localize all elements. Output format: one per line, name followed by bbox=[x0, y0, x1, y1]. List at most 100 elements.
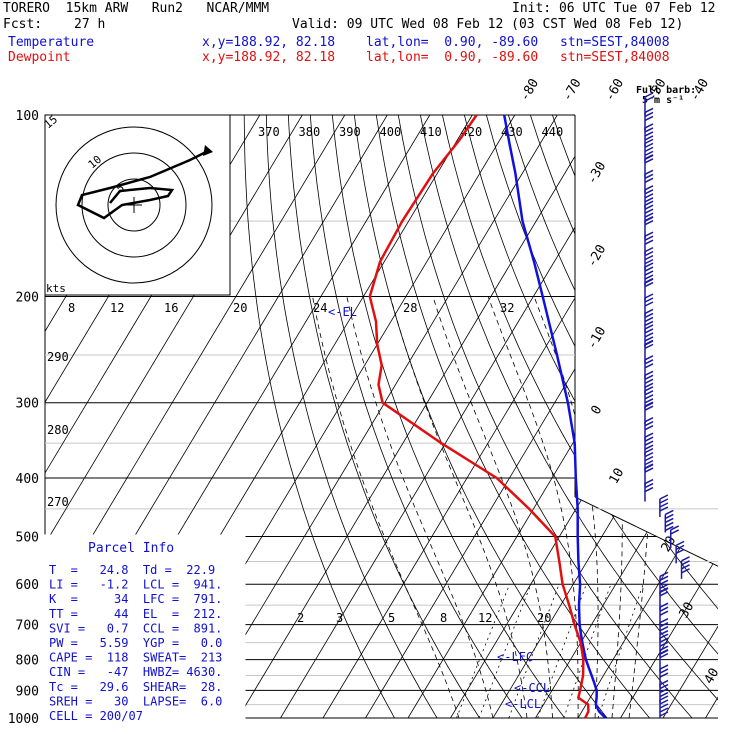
isotherm bbox=[450, 115, 718, 718]
mixing-ratio-line bbox=[537, 584, 587, 718]
dry-adiabat bbox=[353, 115, 608, 718]
hodograph-ring bbox=[55, 126, 213, 284]
moist-adiabat bbox=[390, 296, 528, 718]
wind-barb bbox=[644, 478, 654, 502]
mixing-ratio-label: 2 bbox=[297, 611, 304, 625]
isotherm-label: -30 bbox=[585, 159, 610, 187]
parcel-info-row: CIN = -47 HWBZ= 4630. bbox=[49, 665, 222, 679]
pressure-tick-label: 300 bbox=[16, 397, 39, 412]
moist-adiabat bbox=[312, 296, 460, 718]
parcel-info-title: Parcel Info bbox=[88, 541, 174, 556]
moist-adiabat bbox=[487, 296, 579, 718]
dewpoint-legend: Dewpoint bbox=[8, 50, 71, 65]
moist-adiabat bbox=[533, 296, 599, 718]
mixing-ratio-label: 5 bbox=[388, 611, 395, 625]
valid-time: Valid: 09 UTC Wed 08 Feb 12 (03 CST Wed … bbox=[292, 17, 684, 32]
isotherm bbox=[535, 115, 718, 718]
mixing-ratio-line bbox=[478, 584, 532, 718]
wind-barb bbox=[659, 679, 669, 703]
wind-barb bbox=[675, 540, 685, 564]
pressure-tick-label: 500 bbox=[16, 530, 39, 545]
moist-adiabat bbox=[346, 296, 494, 718]
isotherm bbox=[45, 115, 303, 718]
mixing-ratio-line bbox=[563, 584, 612, 718]
theta-label: 400 bbox=[380, 125, 402, 139]
isotherm bbox=[492, 115, 718, 718]
mixing-ratio-line bbox=[456, 584, 511, 718]
mixing-ratio-label: 28 bbox=[403, 301, 417, 315]
wind-barb bbox=[664, 509, 674, 533]
pressure-tick-label: 600 bbox=[16, 578, 39, 593]
pressure-tick-label: 200 bbox=[16, 291, 39, 306]
wind-barb bbox=[644, 107, 654, 131]
mixing-ratio-label: 24 bbox=[313, 301, 327, 315]
parcel-info-row: K = 34 LFC = 791. bbox=[49, 592, 222, 606]
dry-adiabat bbox=[287, 115, 480, 718]
dry-adiabat bbox=[662, 115, 718, 718]
mixing-ratio-label: 32 bbox=[500, 301, 514, 315]
mixing-ratio-label: 8 bbox=[68, 301, 75, 315]
dry-adiabat bbox=[243, 115, 395, 718]
isotherm-label: -10 bbox=[585, 324, 610, 352]
dry-adiabat bbox=[442, 115, 718, 718]
isotherm-label: -20 bbox=[585, 242, 610, 270]
hodograph-ring bbox=[107, 178, 161, 232]
forecast-hour: 27 h bbox=[74, 17, 106, 32]
parcel-info-row: TT = 44 EL = 212. bbox=[49, 607, 222, 621]
isotherm-label: -60 bbox=[602, 76, 627, 104]
mixing-ratio-label: 12 bbox=[478, 611, 492, 625]
theta-label: 410 bbox=[420, 125, 442, 139]
hodograph-units: kts bbox=[46, 282, 66, 295]
isotherm bbox=[407, 115, 718, 718]
wind-barb bbox=[659, 494, 669, 517]
theta-label: 430 bbox=[501, 125, 523, 139]
parcel-info-row: T = 24.8 Td = 22.9 bbox=[49, 563, 215, 577]
parcel-info-row: SREH = 30 LAPSE= 6.0 bbox=[49, 694, 222, 708]
barb-legend-units: 5 m s⁻¹ bbox=[642, 95, 684, 106]
dewpoint-xy: x,y=188.92, 82.18 bbox=[202, 50, 336, 65]
isotherm-label: 40 bbox=[702, 666, 723, 687]
wind-barb bbox=[659, 602, 669, 626]
dewpoint-station: stn=SEST,84008 bbox=[560, 50, 670, 65]
model-title: TORERO 15km ARW Run2 NCAR/MMM bbox=[3, 1, 270, 16]
lcl-label: <-LCL bbox=[505, 697, 541, 711]
dry-adiabat bbox=[265, 115, 438, 718]
wind-barb bbox=[669, 525, 680, 548]
pressure-tick-label: 800 bbox=[16, 654, 39, 669]
dry-adiabat bbox=[640, 115, 718, 718]
dry-adiabat bbox=[397, 115, 693, 718]
pressure-tick-label: 400 bbox=[16, 472, 39, 487]
parcel-info-background bbox=[44, 534, 246, 729]
parcel-info-row: Tc = 29.6 SHEAR= 28. bbox=[49, 680, 222, 694]
pressure-tick-label: 100 bbox=[16, 109, 39, 124]
dry-adiabat bbox=[706, 115, 718, 718]
parcel-info-row: SVI = 0.7 CCL = 891. bbox=[49, 621, 222, 635]
dry-adiabat bbox=[530, 115, 718, 718]
theta-side-label: 290 bbox=[47, 350, 69, 364]
isotherm-label: 20 bbox=[659, 534, 680, 555]
temperature-xy: x,y=188.92, 82.18 bbox=[202, 35, 336, 50]
parcel-info-row: CAPE = 118 SWEAT= 213 bbox=[49, 651, 222, 665]
theta-label: 380 bbox=[299, 125, 321, 139]
wind-barb bbox=[644, 293, 654, 316]
isotherm bbox=[237, 115, 601, 718]
isotherm-label: 0 bbox=[589, 403, 606, 417]
isotherm-label: 10 bbox=[607, 466, 628, 487]
el-label: <-EL bbox=[328, 305, 357, 319]
pressure-tick-label: 700 bbox=[16, 619, 39, 634]
temperature-station: stn=SEST,84008 bbox=[560, 35, 670, 50]
isotherm bbox=[322, 115, 686, 718]
parcel-info-box: Parcel Info T = 24.8 Td = 22.9LI = -1.2 L… bbox=[44, 534, 246, 729]
parcel-info-row: PW = 5.59 YGP = 0.0 bbox=[49, 636, 222, 650]
hodograph-arrowhead bbox=[203, 145, 213, 156]
isotherm bbox=[577, 115, 718, 718]
isotherm bbox=[705, 115, 718, 718]
mixing-ratio-line bbox=[508, 584, 560, 718]
theta-side-label: 280 bbox=[47, 423, 69, 437]
isotherm bbox=[195, 115, 558, 718]
temperature-latlon: lat,lon= 0.90, -89.60 bbox=[366, 35, 539, 50]
dewpoint-profile bbox=[368, 114, 590, 719]
wind-barb bbox=[659, 695, 669, 718]
